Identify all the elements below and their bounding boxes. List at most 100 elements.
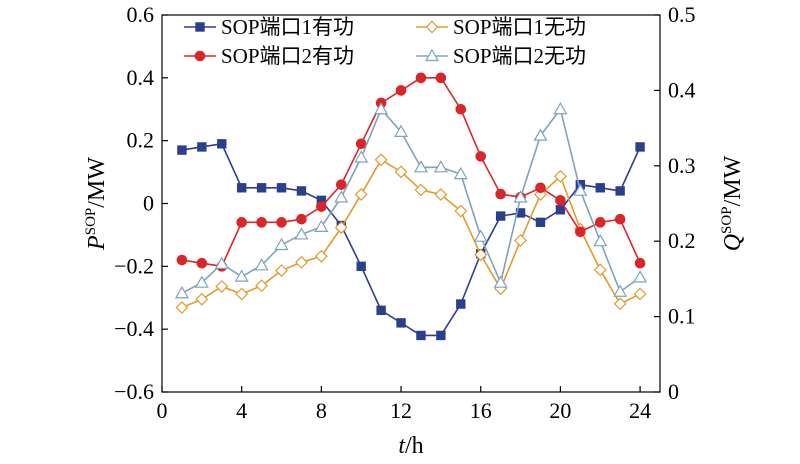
series-1 bbox=[177, 139, 645, 341]
data-point bbox=[455, 103, 467, 115]
series-3 bbox=[176, 72, 646, 272]
data-point bbox=[276, 183, 287, 193]
data-point bbox=[376, 305, 386, 316]
data-point bbox=[196, 257, 208, 269]
series-line bbox=[181, 142, 641, 337]
legend-marker bbox=[424, 48, 440, 62]
data-point bbox=[434, 188, 448, 201]
data-point bbox=[355, 138, 367, 150]
y-right-tick-label: 0.1 bbox=[668, 304, 696, 329]
data-point bbox=[553, 169, 567, 183]
data-point bbox=[294, 255, 308, 269]
data-point bbox=[374, 153, 388, 167]
x-tick-label: 4 bbox=[236, 398, 247, 423]
data-point bbox=[433, 160, 448, 173]
x-tick-label: 8 bbox=[316, 398, 327, 423]
x-tick-label: 16 bbox=[470, 398, 492, 423]
data-point bbox=[334, 190, 349, 203]
data-point bbox=[535, 217, 546, 228]
data-point bbox=[495, 188, 506, 200]
y-left-tick-label: −0.4 bbox=[114, 316, 154, 341]
data-point bbox=[573, 183, 588, 196]
data-point bbox=[535, 182, 546, 194]
series-line bbox=[181, 77, 641, 268]
y-left-tick-label: −0.2 bbox=[114, 253, 154, 278]
data-point bbox=[197, 142, 207, 152]
data-point bbox=[296, 186, 307, 196]
data-point bbox=[613, 297, 627, 311]
data-point bbox=[394, 165, 408, 179]
data-point bbox=[256, 217, 267, 228]
data-point bbox=[294, 227, 309, 240]
data-point bbox=[595, 183, 605, 193]
data-point bbox=[275, 264, 288, 278]
y-left-tick-label: 0.2 bbox=[127, 128, 155, 153]
data-point bbox=[513, 190, 528, 203]
ticks: 0 4 8 12 16 20 24 −0.6 −0.4 −0.2 0 0.2 0.4 0.6 0 0.1 0.2… bbox=[114, 2, 695, 423]
legend-marker bbox=[194, 50, 206, 62]
data-point bbox=[493, 275, 508, 288]
y-right-tick-label: 0.4 bbox=[668, 77, 696, 102]
legend-label: SOP端口2无功 bbox=[453, 44, 586, 68]
data-point bbox=[553, 102, 568, 115]
data-point bbox=[354, 150, 369, 163]
y-left-tick-label: 0 bbox=[143, 191, 154, 216]
legend-item: SOP端口1无功 bbox=[416, 15, 586, 39]
x-tick-label: 12 bbox=[390, 398, 412, 423]
data-point bbox=[416, 330, 426, 341]
legend-label: SOP端口1有功 bbox=[221, 15, 354, 39]
data-point bbox=[514, 233, 528, 247]
data-point bbox=[396, 318, 406, 328]
data-point bbox=[474, 248, 488, 262]
data-point bbox=[276, 217, 287, 228]
y-right-tick-label: 0.5 bbox=[668, 2, 696, 27]
data-point bbox=[234, 269, 249, 282]
axis-titles: t/h PSOP/MW QSOP/MW bbox=[83, 155, 746, 459]
data-point bbox=[176, 254, 188, 266]
y-right-tick-label: 0.2 bbox=[668, 228, 696, 253]
data-point bbox=[413, 160, 428, 173]
data-point bbox=[394, 124, 409, 137]
data-point bbox=[177, 145, 187, 155]
legend-label: SOP端口2有功 bbox=[221, 44, 354, 68]
data-point bbox=[374, 102, 389, 115]
data-point bbox=[414, 183, 428, 197]
data-point bbox=[395, 85, 407, 96]
x-axis-title: t/h bbox=[398, 433, 423, 459]
data-point bbox=[613, 284, 628, 297]
data-point bbox=[254, 258, 269, 271]
data-point bbox=[256, 183, 267, 193]
data-point bbox=[174, 286, 189, 299]
data-point bbox=[594, 217, 606, 228]
data-point bbox=[194, 275, 209, 288]
data-point bbox=[296, 213, 307, 225]
data-point bbox=[475, 151, 487, 162]
x-tick-label: 0 bbox=[157, 398, 168, 423]
legend-item: SOP端口2无功 bbox=[416, 44, 586, 68]
legend-label: SOP端口1无功 bbox=[453, 15, 586, 39]
data-point bbox=[473, 229, 488, 242]
data-point bbox=[314, 219, 329, 232]
legend-marker bbox=[425, 20, 439, 34]
data-point bbox=[454, 204, 468, 218]
data-point bbox=[555, 205, 566, 215]
data-point bbox=[274, 237, 289, 251]
y-right-tick-label: 0.3 bbox=[668, 153, 696, 178]
data-point bbox=[354, 188, 368, 201]
legend: SOP端口1有功 SOP端口1无功 SOP端口2有功 SOP端口2无功 bbox=[184, 15, 586, 68]
y-left-axis-title: PSOP/MW bbox=[83, 157, 110, 251]
data-point bbox=[456, 299, 466, 309]
series-4 bbox=[174, 102, 648, 299]
data-point bbox=[335, 179, 347, 190]
series bbox=[174, 72, 648, 341]
legend-item: SOP端口1有功 bbox=[184, 15, 354, 39]
data-point bbox=[615, 186, 625, 196]
data-point bbox=[435, 72, 447, 84]
y-right-tick-label: 0 bbox=[668, 379, 679, 404]
x-tick-label: 24 bbox=[629, 398, 651, 423]
data-point bbox=[215, 279, 229, 293]
y-left-tick-label: −0.6 bbox=[114, 379, 154, 404]
data-point bbox=[495, 211, 506, 221]
data-point bbox=[334, 221, 348, 235]
